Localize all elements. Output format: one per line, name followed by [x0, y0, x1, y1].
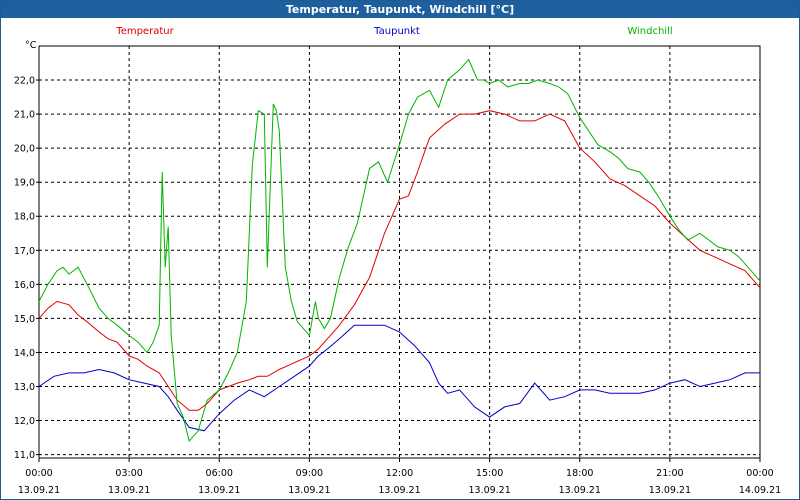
x-tick-date-label: 14.09.21	[739, 485, 781, 496]
series-line-windchill	[38, 58, 761, 443]
series-line-taupunkt	[38, 324, 760, 432]
x-axis: 00:00 13.09.21 03:00 13.09.21 06:00 13.09.21 0…	[18, 458, 781, 496]
x-tick-time-label: 00:00	[25, 468, 52, 479]
x-tick-time-label: 12:00	[386, 468, 413, 479]
grid-lines	[39, 46, 760, 458]
legend-entry-windchill: Windchill	[627, 26, 672, 37]
x-tick-time-label: 06:00	[206, 468, 233, 479]
x-tick-date-label: 13.09.21	[198, 485, 240, 496]
y-tick-label: 18,0	[14, 212, 35, 223]
x-tick-time-label: 21:00	[656, 468, 683, 479]
legend: Temperatur Taupunkt Windchill	[115, 26, 672, 37]
x-tick-date-label: 13.09.21	[559, 485, 601, 496]
x-tick-date-label: 13.09.21	[18, 485, 60, 496]
legend-entry-temperatur: Temperatur	[115, 26, 174, 37]
x-tick-date-label: 13.09.21	[649, 485, 691, 496]
y-tick-label: 13,0	[14, 382, 35, 393]
y-axis-unit-label: °C	[25, 40, 37, 51]
y-tick-label: 20,0	[14, 144, 35, 155]
chart-title: Temperatur, Taupunkt, Windchill [°C]	[1, 1, 799, 18]
x-tick-time-label: 15:00	[476, 468, 503, 479]
y-tick-label: 14,0	[14, 348, 35, 359]
x-tick-date-label: 13.09.21	[288, 485, 330, 496]
legend-entry-taupunkt: Taupunkt	[373, 26, 420, 37]
x-tick-date-label: 13.09.21	[468, 485, 510, 496]
x-tick-date-label: 13.09.21	[108, 485, 150, 496]
series-lines	[38, 58, 761, 443]
x-tick-time-label: 18:00	[566, 468, 593, 479]
y-tick-label: 16,0	[14, 280, 35, 291]
y-tick-label: 19,0	[14, 178, 35, 189]
y-tick-label: 21,0	[14, 110, 35, 121]
x-tick-date-label: 13.09.21	[378, 485, 420, 496]
y-tick-label: 11,0	[14, 450, 35, 461]
y-axis: 11,0 12,0 13,0 14,0 15,0 16,0 17,0 18,0 19,0 20,0…	[14, 76, 39, 461]
y-tick-label: 15,0	[14, 314, 35, 325]
x-tick-time-label: 09:00	[296, 468, 323, 479]
x-tick-time-label: 00:00	[746, 468, 773, 479]
y-tick-label: 12,0	[14, 416, 35, 427]
x-tick-time-label: 03:00	[115, 468, 142, 479]
y-tick-label: 17,0	[14, 246, 35, 257]
y-tick-label: 22,0	[14, 76, 35, 87]
series-line-temperatur	[38, 110, 761, 411]
